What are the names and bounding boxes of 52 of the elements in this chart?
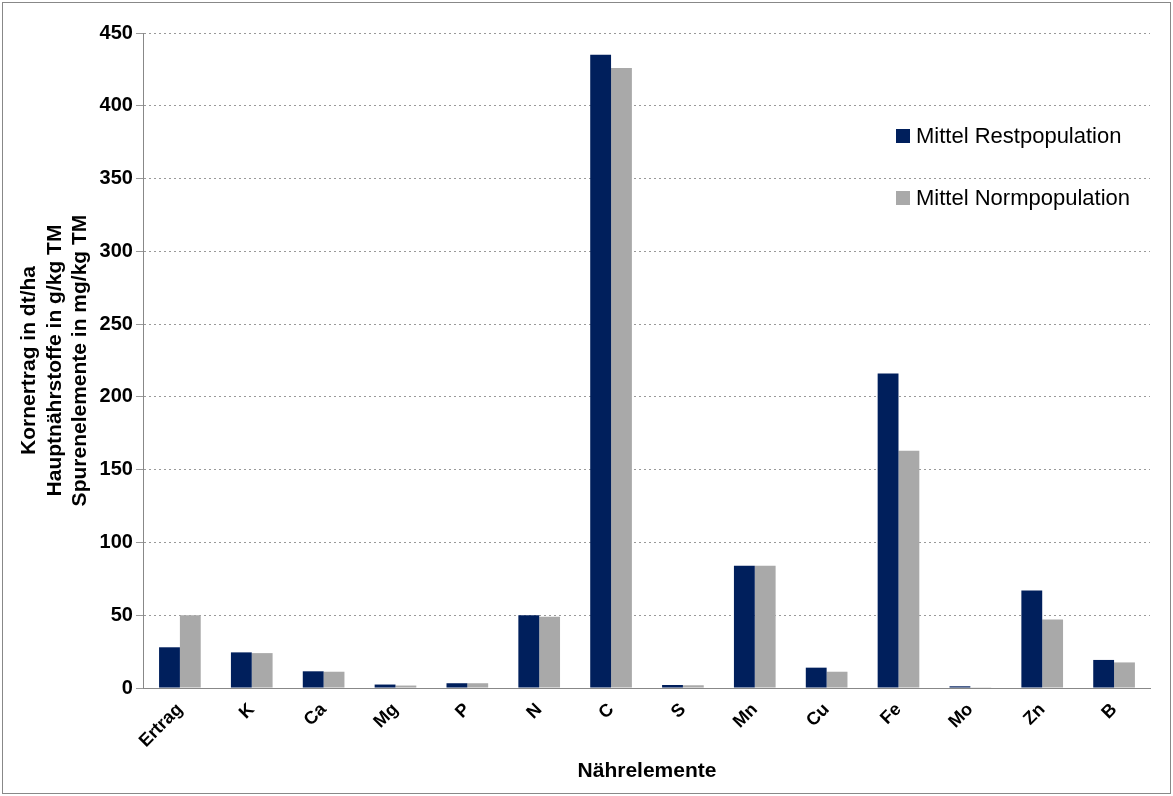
bar [682, 685, 704, 688]
bar [302, 671, 324, 688]
y-tick-label: 150 [99, 457, 133, 480]
bar [898, 450, 920, 688]
x-tick-label: C [594, 698, 618, 723]
bar [539, 616, 561, 688]
bar [230, 652, 252, 688]
bar [446, 683, 468, 688]
x-tick-label: P [451, 698, 474, 722]
bar [251, 653, 273, 688]
legend-label: Mittel Restpopulation [916, 123, 1122, 149]
x-tick-label: Mg [369, 698, 402, 732]
bar [1042, 619, 1064, 688]
y-axis-title: Kornertrag in dt/ha Hauptnährstoffe in g/kg TM Spurenelemente in mg/kg TM [16, 214, 90, 507]
y-tick-label: 350 [99, 166, 133, 189]
legend-label: Mittel Normpopulation [916, 185, 1130, 211]
y-tick-label: 250 [99, 311, 133, 334]
bar [323, 671, 345, 688]
bar [159, 647, 180, 688]
x-tick-label: Zn [1018, 698, 1049, 729]
x-tick-label: N [522, 698, 546, 723]
bar [662, 684, 683, 688]
x-tick-label: Ca [299, 698, 331, 730]
bar [733, 565, 755, 688]
bar [590, 54, 612, 688]
y-tick-label: 50 [110, 602, 133, 625]
bar [805, 667, 827, 688]
bar [611, 67, 632, 688]
bar [1021, 590, 1043, 688]
x-tick-label: Cu [801, 698, 833, 730]
y-tick-label: 400 [99, 93, 133, 116]
bar [754, 565, 776, 688]
y-tick-label: 300 [99, 238, 133, 261]
x-axis-title: Nährelemente [577, 758, 717, 782]
x-tick-label: K [234, 698, 259, 723]
bar [826, 671, 848, 688]
bar [467, 683, 489, 688]
x-tick-label: Mn [728, 698, 762, 732]
x-tick-label: B [1097, 698, 1121, 723]
x-tick-label: Fe [875, 698, 905, 728]
bar [1093, 659, 1115, 688]
bar [518, 615, 540, 688]
bar [877, 373, 899, 688]
x-tick-label: S [666, 698, 690, 722]
y-tick-label: 100 [99, 529, 133, 552]
bar [179, 615, 201, 688]
y-tick-label: 0 [121, 675, 133, 698]
y-tick-label: 450 [99, 20, 133, 43]
y-tick-label: 200 [99, 384, 133, 407]
bar [1114, 662, 1135, 688]
bar [374, 684, 396, 688]
x-tick-label: Mo [944, 698, 977, 732]
